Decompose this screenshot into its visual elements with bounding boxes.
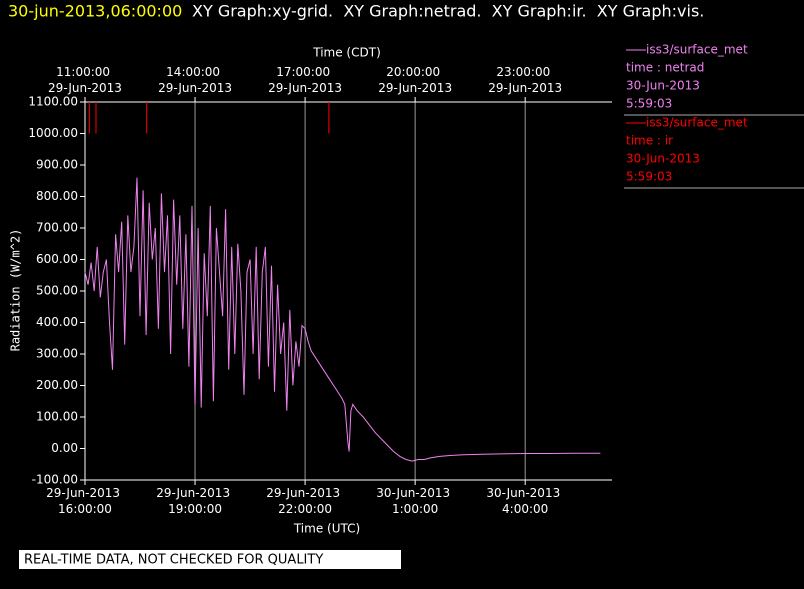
legend-line: 5:59:03 [626, 97, 672, 111]
y-tick-label: 600.00 [36, 252, 78, 266]
x-title: Time (UTC) [293, 522, 360, 536]
legend-name: iss3/surface_met [646, 116, 748, 130]
x2-tick-label: 11:00:00 29-Jun-2013 [48, 65, 122, 95]
y-tick-label: 700.00 [36, 221, 78, 235]
y-tick-label: 100.00 [36, 410, 78, 424]
x-tick-label: 29-Jun-2013 16:00:00 [46, 486, 124, 516]
x-tick-label: 29-Jun-2013 19:00:00 [156, 486, 234, 516]
legend-line: 30-Jun-2013 [626, 152, 700, 166]
header-graphs: XY Graph:xy-grid. XY Graph:netrad. XY Gr… [192, 2, 704, 21]
y-tick-label: 200.00 [36, 378, 78, 392]
footer-box [19, 550, 401, 569]
y-tick-label: -100.00 [32, 473, 78, 487]
legend-line: time : netrad [626, 61, 704, 75]
legend-line: 30-Jun-2013 [626, 79, 700, 93]
x2-tick-label: 23:00:00 29-Jun-2013 [488, 65, 562, 95]
y-tick-label: 1100.00 [28, 95, 78, 109]
footer-note: REAL-TIME DATA, NOT CHECKED FOR QUALITY [24, 553, 323, 568]
x-tick-label: 29-Jun-2013 22:00:00 [266, 486, 344, 516]
y-tick-label: 0.00 [51, 441, 78, 455]
y-tick-label: 1000.00 [28, 126, 78, 140]
x2-tick-label: 20:00:00 29-Jun-2013 [378, 65, 452, 95]
series-line [84, 177, 601, 462]
legend-line: 5:59:03 [626, 170, 672, 184]
x2-tick-label: 17:00:00 29-Jun-2013 [268, 65, 342, 95]
y-tick-label: 500.00 [36, 284, 78, 298]
y-tick-label: 800.00 [36, 189, 78, 203]
y-tick-label: 900.00 [36, 158, 78, 172]
header-date: 30-jun-2013,06:00:00 [8, 2, 182, 21]
series-line [88, 102, 330, 134]
legend-name: iss3/surface_met [646, 43, 748, 57]
x2-title: Time (CDT) [312, 46, 381, 60]
y-title: Radiation (W/m^2) [9, 229, 23, 352]
y-tick-label: 300.00 [36, 347, 78, 361]
y-tick-label: 400.00 [36, 315, 78, 329]
legend-line: time : ir [626, 134, 673, 148]
x-tick-label: 30-Jun-2013 1:00:00 [376, 486, 454, 516]
x2-tick-label: 14:00:00 29-Jun-2013 [158, 65, 232, 95]
x-tick-label: 30-Jun-2013 4:00:00 [486, 486, 564, 516]
